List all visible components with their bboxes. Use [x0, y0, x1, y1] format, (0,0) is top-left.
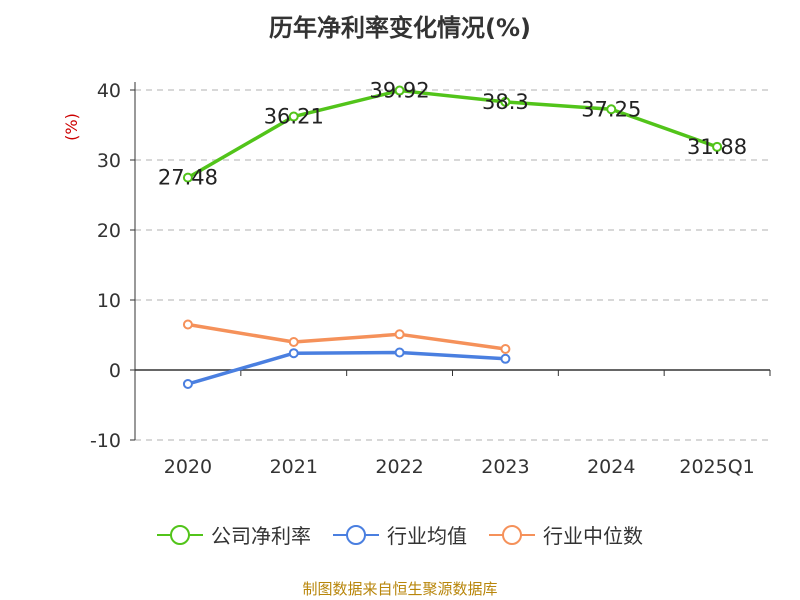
- data-point: [288, 111, 299, 122]
- x-tick-label: 2021: [270, 456, 318, 478]
- data-point: [500, 353, 511, 364]
- data-point: [288, 348, 299, 359]
- y-tick-label: 0: [109, 360, 121, 382]
- chart-title: 历年净利率变化情况(%): [269, 14, 531, 42]
- data-point: [182, 379, 193, 389]
- legend-swatch-icon: [489, 524, 535, 545]
- x-tick-label: 2022: [375, 456, 423, 478]
- y-tick-label: 10: [97, 290, 121, 312]
- data-label: 39.92: [370, 79, 430, 103]
- data-point: [500, 344, 511, 354]
- data-label: 38.3: [482, 90, 529, 114]
- series-line-1: [187, 350, 506, 386]
- x-tick-label: 2025Q1: [679, 456, 754, 478]
- axes: 40 30 20 10 0 -10 2020 2021 2022 2023 2024 2025Q1: [90, 80, 771, 478]
- series-line-2: [187, 322, 506, 351]
- y-tick-label: 20: [97, 220, 121, 242]
- series-lines: [182, 85, 723, 389]
- data-point: [606, 104, 617, 115]
- y-tick-label: 40: [97, 80, 121, 102]
- y-tick-label: 30: [97, 150, 121, 172]
- legend-label: 行业均值: [387, 524, 467, 548]
- series-line-0: [187, 88, 718, 180]
- data-point: [394, 347, 405, 358]
- x-tick-label: 2023: [481, 456, 529, 478]
- data-label: 27.48: [158, 166, 218, 190]
- data-label: 37.25: [581, 97, 641, 121]
- legend-item-industry-median[interactable]: 行业中位数: [489, 520, 643, 549]
- data-point: [712, 141, 723, 152]
- x-tick-label: 2024: [587, 456, 635, 478]
- legend: 公司净利率 行业均值 行业中位数: [0, 520, 800, 549]
- data-point: [288, 337, 299, 347]
- legend-label: 公司净利率: [211, 524, 311, 548]
- data-point: [394, 329, 405, 340]
- legend-swatch-icon: [333, 524, 379, 545]
- data-point: [182, 172, 193, 183]
- data-point: [182, 319, 193, 330]
- grid-lines: [135, 89, 770, 441]
- y-tick-label: -10: [90, 430, 121, 452]
- data-point: [394, 85, 405, 96]
- legend-label: 行业中位数: [543, 524, 643, 548]
- data-label: 36.21: [264, 105, 324, 129]
- legend-item-company[interactable]: 公司净利率: [157, 520, 311, 549]
- data-label: 31.88: [687, 135, 747, 159]
- data-labels: 27.48 36.21 39.92 38.3 37.25 31.88: [158, 79, 747, 190]
- legend-item-industry-average[interactable]: 行业均值: [333, 520, 467, 549]
- data-point: [500, 96, 511, 107]
- legend-swatch-icon: [157, 524, 203, 545]
- x-tick-label: 2020: [164, 456, 212, 478]
- y-axis-label: (%): [62, 113, 81, 141]
- source-footnote: 制图数据来自恒生聚源数据库: [302, 580, 498, 598]
